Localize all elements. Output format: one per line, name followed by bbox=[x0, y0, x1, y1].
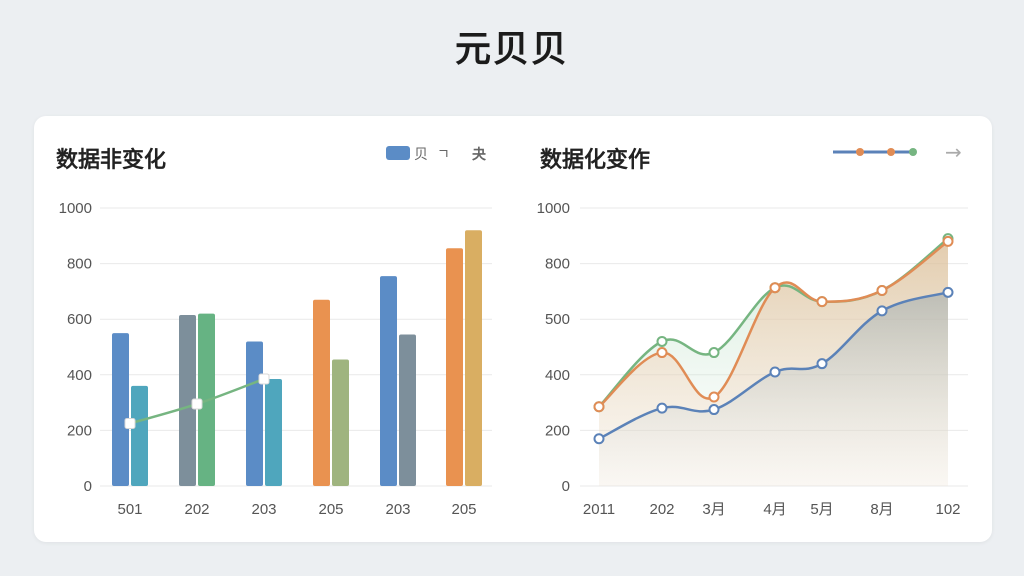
page-title: 元贝贝 bbox=[454, 29, 569, 70]
line-series-2-point bbox=[769, 282, 781, 294]
line-series-3-point bbox=[656, 402, 668, 414]
line-chart-x-tick-label: 202 bbox=[649, 501, 674, 518]
line-series-2-point bbox=[942, 235, 954, 247]
bar-chart-y-tick-label: 200 bbox=[67, 422, 92, 439]
line-series-1-point bbox=[708, 347, 720, 359]
line-series-3-point bbox=[708, 404, 720, 416]
line-series-2-point bbox=[656, 347, 668, 359]
bar-chart-line-marker bbox=[124, 417, 136, 429]
line-series-2-point bbox=[708, 391, 720, 403]
bar-legend-swatch bbox=[386, 146, 410, 160]
bar-chart-title: 数据非变化 bbox=[56, 148, 167, 173]
bar-legend-label: 贝 bbox=[414, 147, 428, 163]
bar-205-1 bbox=[313, 299, 330, 486]
line-series-3-point bbox=[876, 305, 888, 317]
bar-chart-y-tick-label: 0 bbox=[84, 478, 92, 495]
bar-203-2 bbox=[265, 378, 282, 486]
bar-chart-x-tick-label: 202 bbox=[184, 501, 209, 518]
line-series-3-point bbox=[593, 433, 605, 445]
line-series-3-point bbox=[816, 358, 828, 370]
bar-chart-x-tick-label: 203 bbox=[385, 501, 410, 518]
bar-203-1 bbox=[380, 276, 397, 486]
bar-legend-label: 夬 bbox=[472, 146, 487, 163]
bar-chart-y-tick-label: 600 bbox=[67, 311, 92, 328]
bar-205-1 bbox=[446, 248, 463, 486]
bar-chart-y-tick-label: 800 bbox=[67, 256, 92, 273]
line-chart-x-tick-label: 3月 bbox=[702, 501, 725, 518]
bar-203-2 bbox=[399, 334, 416, 486]
line-chart-x-tick-label: 102 bbox=[935, 501, 960, 518]
line-chart-x-tick-label: 8月 bbox=[870, 501, 893, 518]
bar-205-2 bbox=[332, 359, 349, 486]
line-chart-y-tick-label: 0 bbox=[562, 478, 570, 495]
line-series-1-point bbox=[656, 335, 668, 347]
line-legend-arrow-icon: → bbox=[945, 140, 962, 164]
line-chart-y-tick-label: 400 bbox=[545, 367, 570, 384]
line-legend-dot bbox=[856, 148, 864, 156]
line-chart-x-tick-label: 4月 bbox=[763, 501, 786, 518]
line-series-3-area bbox=[599, 292, 948, 486]
bar-chart-y-tick-label: 1000 bbox=[59, 200, 92, 217]
bar-202-1 bbox=[179, 315, 196, 486]
bar-chart-x-tick-label: 205 bbox=[451, 501, 476, 518]
line-chart-x-tick-label: 5月 bbox=[810, 501, 833, 518]
bar-chart-line-marker bbox=[191, 398, 203, 410]
bar-501-1 bbox=[112, 333, 129, 486]
line-series-2-point bbox=[876, 284, 888, 296]
bar-203-1 bbox=[246, 341, 263, 486]
line-chart-x-tick-label: 2011 bbox=[583, 501, 615, 518]
bar-legend-label: ㄱ bbox=[437, 147, 450, 163]
line-chart-title: 数据化变作 bbox=[540, 148, 651, 173]
bar-chart-y-tick-label: 400 bbox=[67, 367, 92, 384]
bar-501-2 bbox=[131, 385, 148, 486]
line-chart-y-tick-label: 500 bbox=[545, 311, 570, 328]
line-series-3-point bbox=[769, 366, 781, 378]
bar-chart-line-marker bbox=[258, 373, 270, 385]
bar-chart-x-tick-label: 205 bbox=[318, 501, 343, 518]
line-series-3-point bbox=[942, 286, 954, 298]
bar-205-2 bbox=[465, 230, 482, 486]
line-chart-y-tick-label: 200 bbox=[545, 422, 570, 439]
line-legend-dot bbox=[909, 148, 917, 156]
line-legend-dot bbox=[887, 148, 895, 156]
line-chart-y-tick-label: 800 bbox=[545, 256, 570, 273]
line-series-2-point bbox=[593, 401, 605, 413]
bar-chart-x-tick-label: 501 bbox=[117, 501, 142, 518]
bar-chart-x-tick-label: 203 bbox=[251, 501, 276, 518]
line-series-2-point bbox=[816, 296, 828, 308]
line-chart-y-tick-label: 1000 bbox=[537, 200, 570, 217]
